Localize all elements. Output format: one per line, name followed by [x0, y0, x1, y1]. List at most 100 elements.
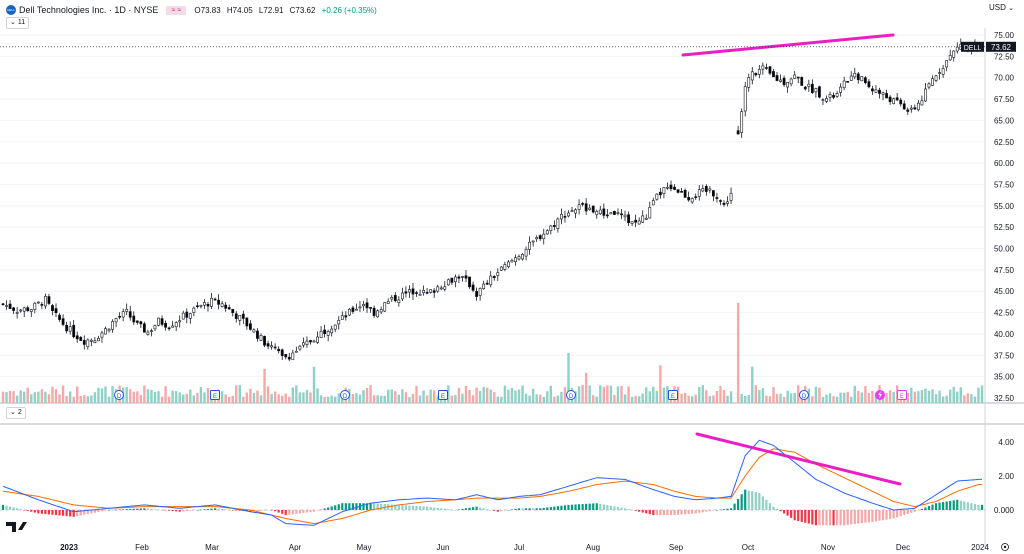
- candle-body: [132, 315, 136, 323]
- candle-body: [754, 72, 758, 76]
- macd-histogram-bar: [864, 510, 867, 523]
- macd-histogram-bar: [835, 510, 839, 526]
- macd-histogram-bar: [818, 510, 821, 526]
- volume-bar: [249, 388, 252, 403]
- candle-body: [118, 315, 122, 318]
- candle-body: [552, 225, 556, 227]
- time-axis[interactable]: 2023 Feb Mar Apr May Jun Jul Aug Sep Oct Nov Dec 202…: [60, 543, 1009, 552]
- symbol-title[interactable]: Dell Technologies Inc. · 1D · NYSE: [19, 5, 159, 15]
- candle-body: [362, 304, 365, 307]
- volume-bar: [744, 395, 747, 403]
- volume-bar: [574, 391, 577, 403]
- marker-label: D: [802, 394, 807, 400]
- volume-bar: [906, 393, 909, 403]
- macd-histogram-bar: [277, 510, 280, 513]
- candle-body: [142, 323, 146, 333]
- macd-axis[interactable]: 4.00 2.00 0.000: [994, 438, 1015, 515]
- volume-bar: [132, 391, 135, 403]
- macd-histogram-bar: [203, 509, 206, 510]
- macd-histogram-bar: [468, 507, 471, 510]
- earnings-marker: [438, 390, 448, 400]
- macd-histogram-bar: [44, 510, 47, 515]
- indicators-toggle[interactable]: ⌄ 11: [6, 17, 30, 29]
- candle-body: [697, 189, 701, 197]
- candle-body: [294, 350, 298, 353]
- volume-bar: [302, 392, 305, 403]
- candle-body: [150, 330, 153, 332]
- price-trendline: [681, 33, 895, 57]
- volume-bar: [146, 389, 150, 403]
- candle-body: [620, 213, 623, 216]
- candle-body: [860, 76, 864, 82]
- price-tick-label: 32.50: [994, 394, 1015, 403]
- volume-bar: [860, 392, 864, 403]
- currency-selector[interactable]: USD ⌄: [989, 3, 1014, 12]
- volume-bar: [627, 386, 630, 403]
- volume-bar: [178, 392, 181, 403]
- macd-histogram-bar: [422, 506, 425, 510]
- candle-body: [662, 187, 666, 194]
- volume-bar: [12, 391, 15, 403]
- macd-histogram-bar: [959, 500, 962, 510]
- volume-bar: [79, 396, 82, 403]
- macd-histogram-bar: [228, 509, 231, 511]
- candle-body: [100, 332, 104, 338]
- candle-body: [538, 235, 542, 240]
- candle-body: [429, 289, 433, 293]
- macd-histogram-bar: [443, 508, 446, 510]
- macd-histogram-bar: [782, 510, 786, 514]
- candle-body: [12, 307, 16, 311]
- candle-body: [227, 307, 231, 310]
- volume-bar: [37, 391, 40, 403]
- volume-bar: [450, 395, 454, 403]
- gear-center: [1003, 545, 1007, 549]
- volume-bar: [648, 391, 651, 403]
- candle-body: [256, 330, 259, 339]
- volume-bar: [740, 394, 743, 403]
- price-tick-label: 37.50: [994, 351, 1015, 360]
- candle-body: [881, 92, 885, 95]
- candle-body: [800, 77, 804, 86]
- volume-bar: [546, 391, 549, 403]
- earnings-marker: [210, 390, 220, 400]
- candle-body: [263, 335, 266, 346]
- macd-histogram-bar: [365, 503, 369, 510]
- macd-histogram-bar: [500, 510, 503, 512]
- candle-body: [651, 200, 655, 206]
- candle-body: [789, 78, 793, 85]
- macd-histogram-bar: [164, 510, 167, 511]
- volume-bar: [369, 385, 372, 403]
- macd-histogram-bar: [291, 510, 294, 515]
- macd-histogram-bar: [821, 510, 825, 526]
- price-tick-label: 62.50: [994, 138, 1015, 147]
- volume-bar: [556, 395, 560, 403]
- macd-histogram-bar: [758, 493, 761, 510]
- time-tick-label: Apr: [289, 543, 302, 552]
- marker-label: D: [343, 394, 348, 400]
- macd-histogram-bar: [945, 501, 948, 510]
- tradingview-logo[interactable]: [6, 522, 27, 532]
- volume-bar: [174, 391, 178, 403]
- volume-bar: [789, 393, 793, 403]
- volume-bar: [489, 389, 492, 403]
- macd-indicators-toggle[interactable]: ⌄ 2: [6, 407, 26, 419]
- macd-histogram-bar: [104, 510, 107, 511]
- macd-histogram-bar: [312, 510, 316, 512]
- macd-histogram-bar: [380, 503, 383, 510]
- compare-badge[interactable]: ≈ ≈: [166, 5, 187, 15]
- macd-histogram-bar: [58, 510, 61, 516]
- candle-body: [266, 343, 270, 347]
- candle-body: [65, 324, 69, 332]
- candle-body: [330, 328, 334, 334]
- price-axis[interactable]: 75.00 72.50 70.00 67.50 65.00 62.50 60.00 57.50…: [0, 28, 1016, 548]
- volume-bar: [549, 385, 553, 403]
- macd-histogram-bar: [199, 509, 203, 511]
- macd-histogram-bar: [196, 510, 199, 511]
- volume-bar: [365, 388, 369, 403]
- macd-histogram-bar: [185, 510, 188, 512]
- candle-body: [114, 318, 118, 323]
- volume-bar: [913, 391, 917, 403]
- time-tick-label: Jul: [514, 543, 524, 552]
